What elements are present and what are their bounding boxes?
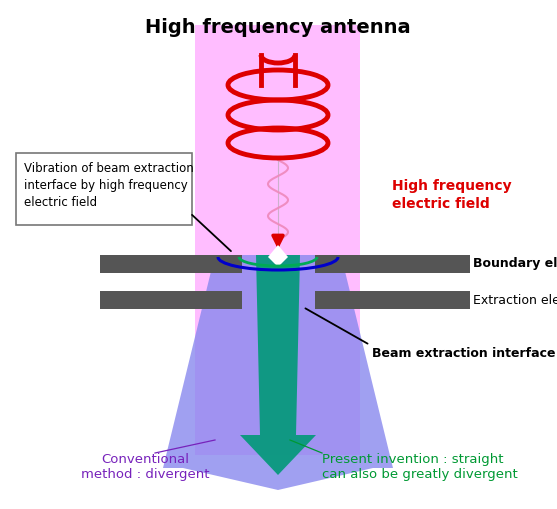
- Text: Present invention : straight
can also be greatly divergent: Present invention : straight can also be…: [322, 453, 518, 481]
- Text: Extraction electrode: Extraction electrode: [473, 294, 557, 306]
- Bar: [100, 291, 242, 309]
- Bar: [315, 255, 470, 273]
- Text: Conventional
method : divergent: Conventional method : divergent: [81, 453, 209, 481]
- Bar: [100, 255, 242, 273]
- Polygon shape: [268, 245, 288, 267]
- Polygon shape: [240, 255, 316, 475]
- FancyBboxPatch shape: [16, 153, 192, 225]
- Text: High frequency antenna: High frequency antenna: [145, 18, 411, 37]
- Text: Vibration of beam extraction
interface by high frequency
electric field: Vibration of beam extraction interface b…: [24, 162, 194, 209]
- Text: Boundary electrode: Boundary electrode: [473, 258, 557, 270]
- Bar: [315, 291, 470, 309]
- Text: High frequency
electric field: High frequency electric field: [392, 179, 512, 211]
- Text: Beam extraction interface: Beam extraction interface: [372, 347, 555, 360]
- Polygon shape: [163, 255, 393, 490]
- Bar: [195, 25, 360, 455]
